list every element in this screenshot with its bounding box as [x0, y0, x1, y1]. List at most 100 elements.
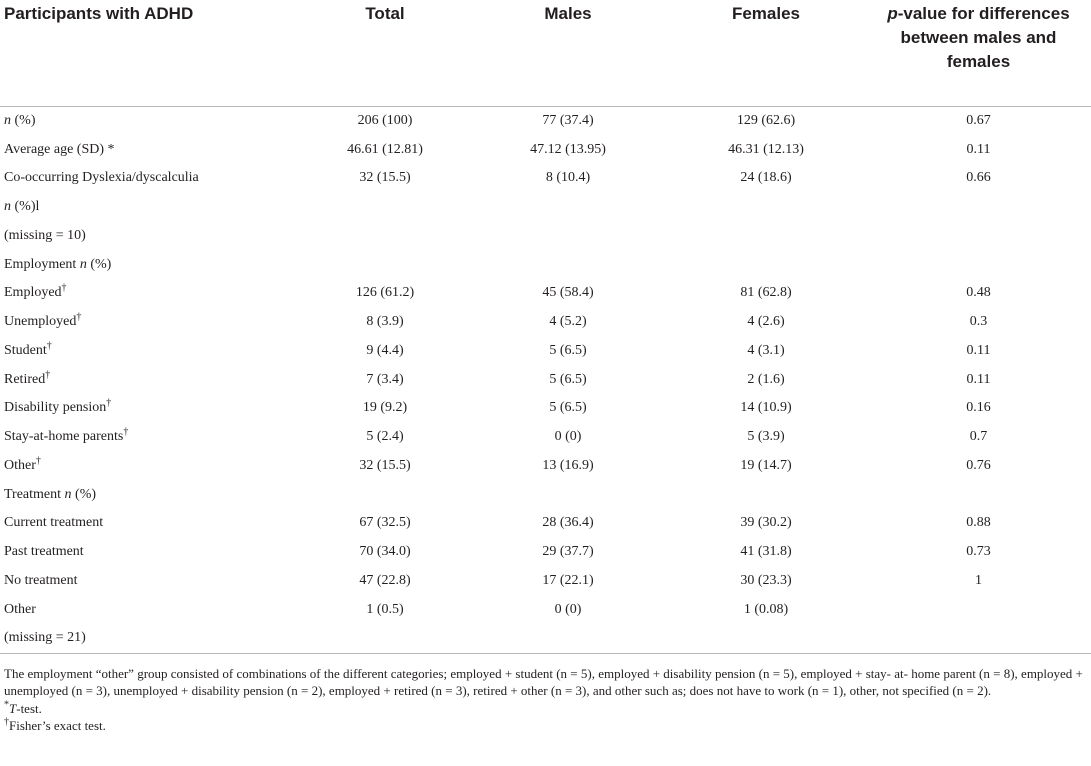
cell-males: 4 (5.2): [549, 314, 587, 330]
row-label-text: Employed: [4, 285, 62, 301]
cell-total: 126 (61.2): [355, 285, 415, 301]
cell-males: [470, 193, 666, 222]
row-label: Employed†: [0, 279, 300, 308]
table-row: Retired† 7 (3.4) 5 (6.5) 2 (1.6) 0.11: [0, 365, 1091, 394]
fisher-mark: †: [4, 716, 9, 728]
cell-females: 24 (18.6): [740, 170, 792, 186]
header-males: Males: [470, 0, 666, 107]
employment-note: The employment “other” group consisted o…: [4, 666, 1083, 699]
table-header: Participants with ADHD Total Males Femal…: [0, 0, 1091, 107]
cell-males: 29 (37.7): [542, 544, 594, 560]
row-label: n (%)l: [0, 193, 300, 222]
row-label-text: No treatment: [4, 572, 78, 588]
row-label-suffix: (%): [86, 256, 112, 272]
cell-pvalue: 0.16: [966, 400, 991, 416]
cell-males: 5 (6.5): [549, 342, 587, 358]
row-label-text: Employment: [4, 256, 80, 272]
ttest-italic: T: [9, 700, 17, 716]
row-label-text: (%): [11, 112, 36, 128]
cell-total: 32 (15.5): [359, 457, 411, 473]
row-label-text: Past treatment: [4, 544, 84, 560]
cell-total: 46.61 (12.81): [347, 141, 423, 157]
cell-pvalue: 1: [975, 572, 982, 588]
table-row: No treatment 47 (22.8) 17 (22.1) 30 (23.3) 1: [0, 567, 1091, 596]
row-label: Disability pension†: [0, 394, 300, 423]
dagger-mark: †: [46, 340, 52, 352]
cell-females: [666, 250, 866, 279]
row-label-text: (missing = 10): [4, 227, 86, 243]
row-label: Co-occurring Dyslexia/dyscalculia: [0, 164, 300, 193]
cell-females: 4 (2.6): [747, 314, 785, 330]
cell-pvalue: [866, 222, 1091, 251]
ttest-mark: *: [4, 699, 9, 711]
row-label: Stay-at-home parents†: [0, 423, 300, 452]
cell-pvalue: 0.11: [966, 371, 991, 387]
dagger-mark: †: [106, 397, 112, 409]
cell-pvalue: 0.67: [966, 112, 991, 128]
row-label-text: Student: [4, 342, 47, 358]
table-footnotes: The employment “other” group consisted o…: [4, 665, 1084, 735]
cell-males: 0 (0): [554, 429, 582, 445]
table-row: n (%)l: [0, 193, 1091, 222]
cell-females: 41 (31.8): [740, 544, 792, 560]
table-row: (missing = 21): [0, 624, 1091, 654]
cell-males: 0 (0): [554, 601, 582, 617]
fisher-note: †Fisher’s exact test.: [4, 717, 1084, 734]
header-total: Total: [300, 0, 470, 107]
table-row: Disability pension† 19 (9.2) 5 (6.5) 14 (10…: [0, 394, 1091, 423]
row-label-text: Current treatment: [4, 515, 104, 531]
cell-pvalue: [866, 480, 1091, 509]
table-row: Other† 32 (15.5) 13 (16.9) 19 (14.7) 0.76: [0, 452, 1091, 481]
cell-total: 7 (3.4): [366, 371, 404, 387]
row-label-suffix: (%): [71, 486, 97, 502]
row-label-text: Average age (SD) *: [4, 141, 115, 157]
row-label-italic: n: [4, 199, 11, 215]
row-label: Retired†: [0, 365, 300, 394]
cell-pvalue: 0.3: [969, 314, 988, 330]
table-row: (missing = 10): [0, 222, 1091, 251]
cell-females: [666, 222, 866, 251]
cell-females: 14 (10.9): [740, 400, 792, 416]
row-label: Current treatment: [0, 509, 300, 538]
row-label-text: Other: [4, 457, 36, 473]
table-row: Unemployed† 8 (3.9) 4 (5.2) 4 (2.6) 0.3: [0, 308, 1091, 337]
cell-males: 5 (6.5): [549, 371, 587, 387]
cell-females: 39 (30.2): [740, 515, 792, 531]
row-label-text: (%)l: [11, 199, 40, 215]
cell-total: 47 (22.8): [359, 572, 411, 588]
row-label: Unemployed†: [0, 308, 300, 337]
row-label-text: Unemployed: [4, 314, 77, 330]
row-label: Student†: [0, 337, 300, 366]
cell-males: 77 (37.4): [542, 112, 594, 128]
cell-females: [666, 193, 866, 222]
participants-table: Participants with ADHD Total Males Femal…: [0, 0, 1091, 654]
header-pvalue: p-value for differences between males an…: [866, 0, 1091, 107]
header-participants: Participants with ADHD: [0, 0, 300, 107]
cell-total: 19 (9.2): [362, 400, 408, 416]
cell-total: 1 (0.5): [366, 601, 404, 617]
row-label: n (%): [0, 106, 300, 135]
cell-males: [470, 480, 666, 509]
row-label: Other†: [0, 452, 300, 481]
cell-females: 19 (14.7): [740, 457, 792, 473]
cell-total: 206 (100): [357, 112, 413, 128]
table-row: Co-occurring Dyslexia/dyscalculia 32 (15.…: [0, 164, 1091, 193]
cell-females: 1 (0.08): [743, 601, 789, 617]
table-row: Employed† 126 (61.2) 45 (58.4) 81 (62.8) 0.4…: [0, 279, 1091, 308]
cell-females: 2 (1.6): [747, 371, 785, 387]
row-label-text: Other: [4, 601, 36, 617]
row-label-italic: n: [64, 486, 72, 502]
cell-females: 30 (23.3): [740, 572, 792, 588]
cell-pvalue: 0.48: [966, 285, 991, 301]
cell-total: [300, 193, 470, 222]
cell-females: 129 (62.6): [736, 112, 796, 128]
cell-males: 28 (36.4): [542, 515, 594, 531]
cell-pvalue: 0.11: [966, 342, 991, 358]
cell-females: 5 (3.9): [747, 429, 785, 445]
cell-pvalue: 0.88: [966, 515, 991, 531]
cell-pvalue: [866, 250, 1091, 279]
dagger-mark: †: [123, 426, 129, 438]
ttest-rest: -test.: [16, 700, 42, 716]
dagger-mark: †: [45, 368, 51, 380]
cell-pvalue: 0.7: [969, 429, 988, 445]
